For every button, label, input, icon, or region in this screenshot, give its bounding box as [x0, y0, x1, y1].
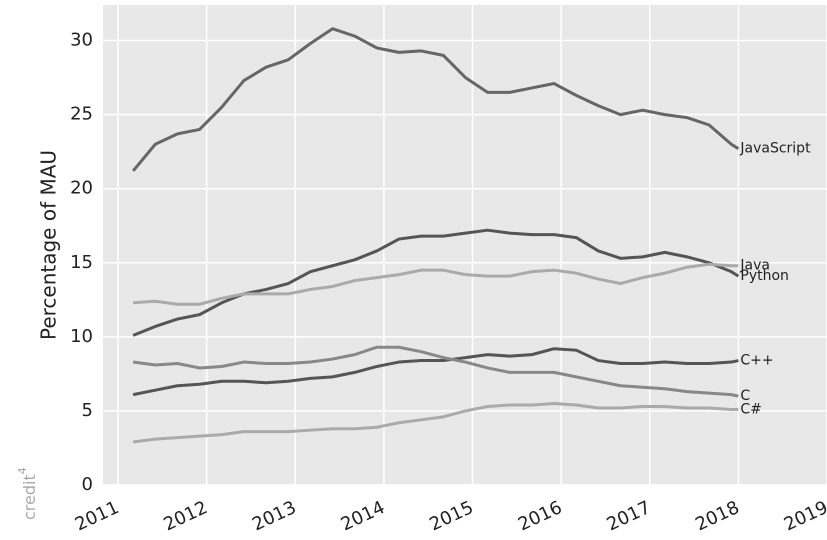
- credit-note: credit4: [16, 467, 39, 520]
- y-tick-label: 25: [70, 104, 93, 125]
- series-label: Java: [739, 258, 770, 274]
- y-tick-label: 10: [70, 326, 93, 347]
- series-label: Python: [740, 268, 789, 284]
- x-tick-label: 2012: [161, 497, 211, 535]
- x-tick-label: 2018: [692, 497, 742, 535]
- series-label: C: [740, 388, 750, 404]
- x-tick-label: 2019: [781, 497, 827, 535]
- x-tick-label: 2013: [249, 497, 299, 535]
- plot-background: [103, 5, 827, 485]
- y-tick-label: 20: [70, 178, 93, 199]
- x-tick-label: 2015: [426, 497, 476, 535]
- series-label: C#: [740, 401, 762, 417]
- series-line: [132, 402, 739, 444]
- y-tick-label: 5: [82, 400, 93, 421]
- credit-superscript: 4: [16, 467, 29, 474]
- series-line: [132, 347, 739, 397]
- series-line: [132, 345, 739, 398]
- credit-text: credit: [20, 474, 39, 520]
- series-label: JavaScript: [739, 141, 811, 157]
- x-tick-label: 2014: [338, 497, 388, 535]
- series-label: C++: [740, 353, 773, 369]
- y-tick-label: 15: [70, 252, 93, 273]
- x-tick-label: 2017: [604, 497, 654, 535]
- x-tick-label: 2016: [515, 497, 565, 535]
- series-line: [133, 262, 739, 306]
- series-line: [131, 27, 740, 172]
- y-tick-label: 0: [82, 474, 93, 495]
- y-tick-label: 30: [70, 30, 93, 51]
- x-tick-label: 2011: [72, 497, 122, 535]
- y-axis-label: Percentage of MAU: [37, 150, 61, 340]
